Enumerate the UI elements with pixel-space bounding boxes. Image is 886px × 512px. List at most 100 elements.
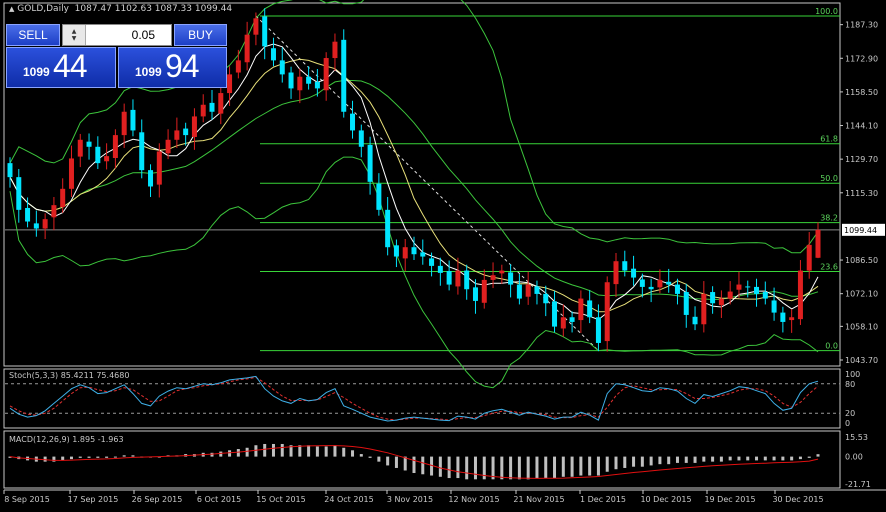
time-axis-label: 26 Sep 2015 <box>132 495 183 504</box>
candle-body <box>306 76 312 84</box>
macd-histogram-bar <box>623 456 627 468</box>
macd-histogram-bar <box>403 456 407 471</box>
macd-histogram-bar <box>87 456 91 458</box>
macd-histogram-bar <box>289 445 293 457</box>
macd-histogram-bar <box>386 456 390 466</box>
ask-price-pips: 94 <box>165 48 200 84</box>
macd-histogram-bar <box>798 456 802 460</box>
macd-histogram-bar <box>816 454 820 457</box>
candle-body <box>455 270 461 287</box>
time-axis-label: 21 Nov 2015 <box>513 495 564 504</box>
candle-body <box>657 279 663 288</box>
macd-histogram-bar <box>245 447 249 457</box>
macd-histogram-bar <box>113 456 117 458</box>
price-axis-label: 1158.50 <box>845 88 878 97</box>
macd-histogram-bar <box>482 456 486 480</box>
candle-body <box>385 209 391 248</box>
candle-body <box>648 286 654 290</box>
candle-body <box>95 146 101 164</box>
macd-histogram-bar <box>438 456 442 477</box>
stoch-title: Stoch(5,3,3) 85.4211 75.4680 <box>9 371 129 380</box>
buy-button[interactable]: BUY <box>174 24 227 46</box>
price-axis-label: 1043.70 <box>845 356 878 365</box>
candle-body <box>367 144 373 182</box>
macd-histogram-bar <box>491 456 495 480</box>
macd-histogram-bar <box>421 456 425 475</box>
macd-axis-label: 15.53 <box>845 433 868 442</box>
bollinger-upper-band <box>9 0 819 254</box>
time-axis-label: 17 Sep 2015 <box>68 495 119 504</box>
macd-histogram-bar <box>307 445 311 457</box>
macd-histogram-bar <box>614 456 618 470</box>
macd-histogram-bar <box>790 456 794 461</box>
macd-histogram-bar <box>351 450 355 457</box>
time-axis-label: 30 Dec 2015 <box>772 495 823 504</box>
candle-body <box>33 223 39 229</box>
lot-stepper[interactable]: ▲ ▼ <box>63 25 86 45</box>
time-axis-label: 10 Dec 2015 <box>640 495 691 504</box>
macd-histogram-bar <box>131 455 135 457</box>
candle-body <box>244 34 250 63</box>
candle-body <box>727 291 733 299</box>
bollinger-middle-band <box>9 80 819 301</box>
moving-average-yellow <box>9 58 819 313</box>
fib-trend-line <box>255 15 599 352</box>
macd-histogram-bar <box>763 456 767 461</box>
candle-body <box>376 183 382 210</box>
macd-histogram-bar <box>122 455 126 457</box>
macd-histogram-bar <box>535 456 539 479</box>
chart-header: ▲ GOLD,Daily 1087.47 1102.63 1087.33 109… <box>9 4 232 14</box>
candle-body <box>499 270 505 274</box>
candle-body <box>42 219 48 229</box>
candle-body <box>525 284 531 297</box>
macd-histogram-bar <box>807 456 811 458</box>
candle-body <box>130 109 136 131</box>
macd-histogram-bar <box>69 456 73 460</box>
macd-histogram-bar <box>500 456 504 480</box>
stepper-down-icon[interactable]: ▼ <box>71 35 77 42</box>
candle-body <box>227 74 233 94</box>
time-axis-label: 6 Oct 2015 <box>197 495 241 504</box>
candle-body <box>789 317 795 321</box>
stepper-up-icon[interactable]: ▲ <box>71 28 77 35</box>
candle-body <box>314 81 320 89</box>
macd-histogram-bar <box>236 449 240 457</box>
lot-size-value[interactable]: 0.05 <box>131 28 155 42</box>
macd-histogram-bar <box>781 456 785 461</box>
time-axis-label: 19 Dec 2015 <box>704 495 755 504</box>
macd-histogram-bar <box>526 456 530 480</box>
macd-histogram-bar <box>658 456 662 465</box>
macd-histogram-bar <box>315 446 319 457</box>
candle-body <box>595 317 601 343</box>
candle-body <box>631 268 637 278</box>
time-axis-label: 8 Sep 2015 <box>4 495 50 504</box>
fib-level-label: 23.6 <box>820 262 838 271</box>
time-axis-label: 12 Nov 2015 <box>448 495 499 504</box>
candle-body <box>156 151 162 185</box>
macd-axis-label: -21.71 <box>845 480 871 489</box>
macd-histogram-bar <box>675 456 679 463</box>
macd-histogram-bar <box>430 456 434 476</box>
ohlc-values: 1087.47 1102.63 1087.33 1099.44 <box>74 4 233 14</box>
candle-body <box>745 286 751 288</box>
candle-body <box>543 293 549 304</box>
candle-body <box>200 104 206 117</box>
macd-histogram-bar <box>553 456 557 479</box>
candle-body <box>112 135 118 158</box>
fib-level-label: 0.0 <box>825 342 838 351</box>
candle-body <box>332 41 338 59</box>
candle-body <box>508 272 514 285</box>
macd-histogram-bar <box>342 447 346 457</box>
bid-price-box[interactable]: 1099 44 <box>6 47 116 88</box>
candle-body <box>270 48 276 61</box>
sell-button[interactable]: SELL <box>6 24 60 46</box>
ask-price-box[interactable]: 1099 94 <box>118 47 227 88</box>
candle-body <box>797 270 803 320</box>
macd-histogram-bar <box>649 456 653 466</box>
candle-body <box>191 116 197 137</box>
collapse-triangle-icon[interactable]: ▲ <box>9 5 15 13</box>
macd-histogram-bar <box>605 456 609 472</box>
stoch-axis-label: 0 <box>845 419 850 428</box>
lot-size-input[interactable]: ▲ ▼ 0.05 <box>62 24 172 46</box>
